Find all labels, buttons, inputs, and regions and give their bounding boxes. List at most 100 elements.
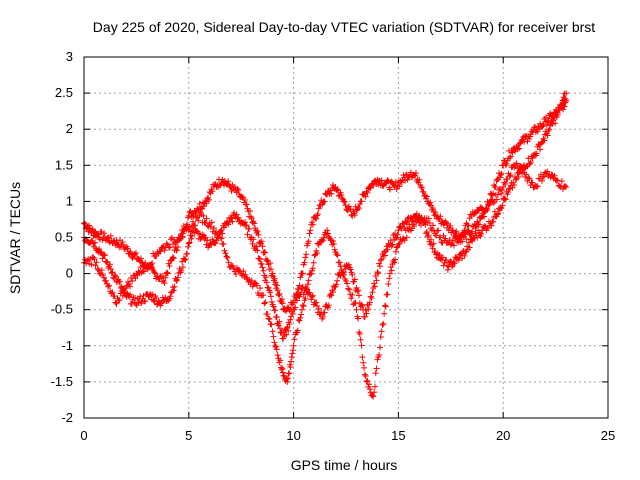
data-point bbox=[276, 318, 283, 325]
data-point bbox=[392, 248, 399, 255]
data-point bbox=[167, 236, 174, 243]
data-point bbox=[447, 222, 454, 229]
data-point bbox=[437, 213, 444, 220]
data-point bbox=[498, 170, 505, 177]
x-tick-label: 10 bbox=[286, 428, 300, 443]
data-point bbox=[309, 265, 316, 272]
data-point bbox=[305, 238, 312, 245]
data-point bbox=[161, 247, 168, 254]
data-point bbox=[366, 386, 373, 393]
data-point bbox=[495, 210, 502, 217]
data-point bbox=[334, 277, 341, 284]
data-point bbox=[363, 188, 370, 195]
data-point bbox=[217, 234, 224, 241]
data-point bbox=[283, 331, 290, 338]
data-point bbox=[99, 255, 106, 262]
data-point bbox=[223, 253, 230, 260]
data-point bbox=[151, 269, 158, 276]
data-point bbox=[92, 262, 99, 269]
data-point bbox=[429, 245, 436, 252]
data-point bbox=[109, 289, 116, 296]
data-point bbox=[258, 238, 265, 245]
data-point bbox=[377, 257, 384, 264]
data-point bbox=[321, 198, 328, 205]
data-point bbox=[513, 160, 520, 167]
data-point bbox=[204, 237, 211, 244]
data-point bbox=[340, 271, 347, 278]
data-point bbox=[344, 207, 351, 214]
data-point bbox=[393, 185, 400, 192]
data-point bbox=[378, 328, 385, 335]
data-point bbox=[493, 196, 500, 203]
data-point bbox=[483, 205, 490, 212]
data-point bbox=[392, 256, 399, 263]
y-axis-label: SDTVAR / TECUs bbox=[7, 182, 23, 294]
data-point bbox=[275, 292, 282, 299]
data-point bbox=[253, 243, 260, 250]
data-point bbox=[286, 370, 293, 377]
data-point bbox=[283, 376, 290, 383]
data-point bbox=[525, 174, 532, 181]
data-point bbox=[439, 254, 446, 261]
data-point bbox=[395, 227, 402, 234]
chart-title: Day 225 of 2020, Sidereal Day-to-day VTE… bbox=[93, 19, 595, 35]
data-point bbox=[450, 242, 457, 249]
data-point bbox=[109, 269, 116, 276]
y-tick-label: -1 bbox=[61, 338, 73, 353]
data-point bbox=[189, 218, 196, 225]
data-point bbox=[304, 286, 311, 293]
data-point bbox=[284, 378, 291, 385]
data-point bbox=[306, 289, 313, 296]
data-point bbox=[121, 290, 128, 297]
data-point bbox=[162, 274, 169, 281]
data-point bbox=[429, 204, 436, 211]
data-point bbox=[349, 271, 356, 278]
data-point bbox=[288, 354, 295, 361]
data-point bbox=[106, 261, 113, 268]
data-point bbox=[201, 235, 208, 242]
data-points bbox=[81, 90, 570, 400]
data-point bbox=[341, 198, 348, 205]
data-point bbox=[475, 220, 482, 227]
data-point bbox=[504, 176, 511, 183]
data-point bbox=[309, 219, 316, 226]
data-point bbox=[84, 257, 91, 264]
data-point bbox=[516, 140, 523, 147]
data-point bbox=[310, 259, 317, 266]
data-point bbox=[104, 235, 111, 242]
data-point bbox=[437, 234, 444, 241]
data-point bbox=[302, 295, 309, 302]
data-point bbox=[442, 235, 449, 242]
data-point bbox=[272, 307, 279, 314]
data-point bbox=[223, 181, 230, 188]
data-point bbox=[387, 186, 394, 193]
data-point bbox=[370, 182, 377, 189]
data-point bbox=[222, 250, 229, 257]
data-point bbox=[89, 225, 96, 232]
data-point bbox=[353, 306, 360, 313]
data-point bbox=[267, 260, 274, 267]
data-point bbox=[443, 257, 450, 264]
data-point bbox=[192, 210, 199, 217]
data-point bbox=[362, 372, 369, 379]
data-point bbox=[107, 232, 114, 239]
data-point bbox=[260, 292, 267, 299]
data-point bbox=[289, 310, 296, 317]
data-point bbox=[362, 193, 369, 200]
data-point bbox=[464, 243, 471, 250]
data-point bbox=[363, 310, 370, 317]
data-point bbox=[501, 179, 508, 186]
data-point bbox=[365, 306, 372, 313]
data-point bbox=[88, 261, 95, 268]
data-point bbox=[438, 239, 445, 246]
data-point bbox=[287, 316, 294, 323]
data-point bbox=[330, 240, 337, 247]
data-point bbox=[533, 150, 540, 157]
data-point bbox=[90, 232, 97, 239]
data-point bbox=[235, 187, 242, 194]
data-point bbox=[273, 313, 280, 320]
data-point bbox=[411, 223, 418, 230]
data-point bbox=[279, 369, 286, 376]
data-point bbox=[355, 315, 362, 322]
data-point bbox=[371, 283, 378, 290]
